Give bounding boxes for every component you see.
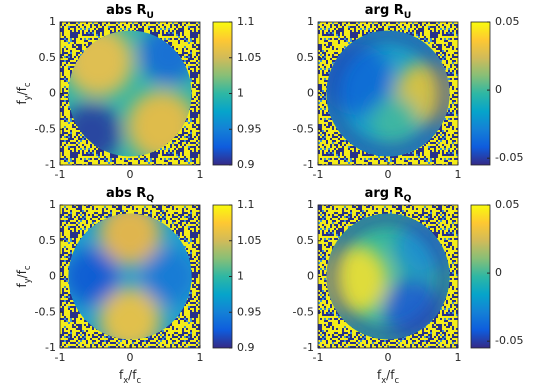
y-tick-label: -0.5 <box>35 122 56 135</box>
colorbar-tick-label: 0.9 <box>237 341 255 354</box>
colorbar-tick-label: 0.05 <box>495 15 520 28</box>
y-axis-label: fy/fc <box>15 265 32 287</box>
y-tick-label: -0.5 <box>293 305 314 318</box>
colorbar-tick-label: 1.05 <box>237 234 262 247</box>
subscript: c <box>394 375 399 385</box>
y-tick-label: 1 <box>307 198 314 211</box>
colorbar <box>471 22 490 165</box>
colorbar-tick-label: 0.95 <box>237 305 262 318</box>
label-part: abs R <box>106 186 146 201</box>
y-tick-label: -1 <box>45 341 56 354</box>
colorbar-tick-label: 1 <box>237 270 244 283</box>
disc-blob <box>64 248 120 305</box>
subscript: U <box>146 11 153 21</box>
label-part: arg R <box>365 3 404 18</box>
colorbar-tick-label: 0.9 <box>237 158 255 171</box>
colorbar-tick-label: 1.1 <box>237 15 255 28</box>
y-tick-label: -0.5 <box>35 305 56 318</box>
colorbar-tick-label: -0.05 <box>495 334 523 347</box>
colorbar <box>471 205 490 348</box>
x-tick-label: -1 <box>313 168 324 181</box>
x-tick-label: 1 <box>197 351 204 364</box>
x-axis-label: fx/fc <box>377 368 399 385</box>
colorbar-tick-label: 1.05 <box>237 51 262 64</box>
y-tick-label: 0 <box>49 270 56 283</box>
panel-title: arg RU <box>365 3 411 21</box>
subscript: c <box>22 82 32 87</box>
colorbar-tick-label: 1.1 <box>237 198 255 211</box>
y-tick-label: -0.5 <box>293 122 314 135</box>
x-tick-label: -1 <box>55 168 66 181</box>
disc-blob <box>371 97 420 147</box>
x-tick-label: 0 <box>127 351 134 364</box>
disc-blob <box>141 248 197 305</box>
y-tick-label: 1 <box>49 198 56 211</box>
x-tick-label: 0 <box>385 351 392 364</box>
x-tick-label: 1 <box>455 168 462 181</box>
colorbar-tick-label: 0 <box>495 266 502 279</box>
y-tick-label: 0 <box>49 87 56 100</box>
colorbar-tick-label: -0.05 <box>495 151 523 164</box>
y-tick-label: -1 <box>303 341 314 354</box>
colorbar-tick-label: 0.05 <box>495 198 520 211</box>
panel-title: abs RQ <box>106 186 154 204</box>
y-tick-label: -1 <box>45 158 56 171</box>
subscript: U <box>404 11 411 21</box>
y-tick-label: 0.5 <box>297 234 315 247</box>
panel-title: arg RQ <box>365 186 412 204</box>
panel-title: abs RU <box>106 3 154 21</box>
label-part: arg R <box>365 186 404 201</box>
x-tick-label: 0 <box>127 168 134 181</box>
x-tick-label: -1 <box>313 351 324 364</box>
y-axis-label: fy/fc <box>15 82 32 104</box>
x-tick-label: -1 <box>55 351 66 364</box>
subscript: Q <box>404 194 412 204</box>
y-tick-label: 0.5 <box>39 234 57 247</box>
subscript: c <box>22 265 32 270</box>
y-tick-label: 0 <box>307 87 314 100</box>
x-axis-label: fx/fc <box>119 368 141 385</box>
y-tick-label: 1 <box>49 15 56 28</box>
label-part: abs R <box>106 3 146 18</box>
subscript: c <box>136 375 141 385</box>
colorbar-tick-label: 0 <box>495 83 502 96</box>
x-tick-label: 1 <box>455 351 462 364</box>
y-tick-label: 0.5 <box>297 51 315 64</box>
x-tick-label: 1 <box>197 168 204 181</box>
colorbar-tick-label: 1 <box>237 87 244 100</box>
y-tick-label: 1 <box>307 15 314 28</box>
y-tick-label: -1 <box>303 158 314 171</box>
colorbar-tick-label: 0.95 <box>237 122 262 135</box>
x-tick-label: 0 <box>385 168 392 181</box>
y-tick-label: 0 <box>307 270 314 283</box>
subscript: Q <box>146 194 154 204</box>
y-tick-label: 0.5 <box>39 51 57 64</box>
